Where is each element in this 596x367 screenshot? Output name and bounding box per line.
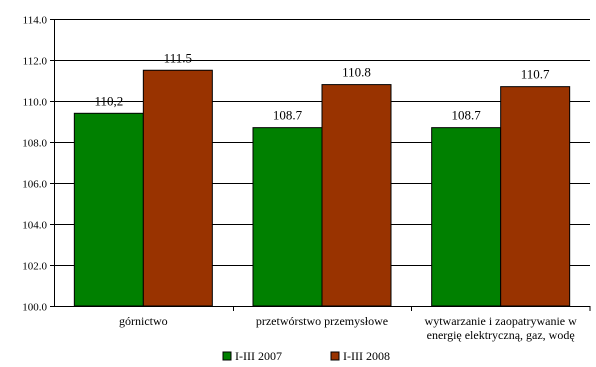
y-tick-label: 100.0 <box>22 302 47 314</box>
y-tick-label: 114.0 <box>23 15 48 27</box>
y-tick-label: 104.0 <box>22 220 47 232</box>
data-label: 108.7 <box>452 108 482 123</box>
legend-swatch <box>222 351 232 361</box>
bars <box>73 69 571 307</box>
bar <box>252 127 323 307</box>
data-label: 110.8 <box>342 65 371 80</box>
category-label: przetwórstwo przemysłowe <box>256 314 388 328</box>
data-labels: 110,2 111.5 108.7 110.8 108.7 110.7 <box>94 50 550 122</box>
category-label: górnictwo <box>119 314 168 328</box>
y-tick-label: 102.0 <box>22 261 47 273</box>
bar <box>73 112 144 307</box>
bar <box>321 84 392 307</box>
data-label: 110,2 <box>94 93 123 108</box>
x-axis: górnictwo przetwórstwo przemysłowe wytwarz… <box>54 306 591 342</box>
y-tick-label: 108.0 <box>22 138 47 150</box>
bar <box>142 69 213 307</box>
bar <box>500 86 571 307</box>
data-label: 108.7 <box>273 108 303 123</box>
category-label: energię elektryczną, gaz, wodę <box>427 328 575 342</box>
category-label: wytwarzanie i zaopatrywanie w <box>425 314 578 328</box>
bar <box>431 127 502 307</box>
legend-swatch <box>330 351 340 361</box>
y-tick-label: 110.0 <box>23 97 48 109</box>
legend-label: I-III 2008 <box>343 349 390 363</box>
data-label: 111.5 <box>164 50 192 65</box>
y-tick-label: 112.0 <box>23 56 48 68</box>
y-axis: 100.0 102.0 104.0 106.0 108.0 110.0 112.0 114.0 <box>22 15 55 314</box>
legend-label: I-III 2007 <box>235 349 282 363</box>
data-label: 110.7 <box>521 67 550 82</box>
y-tick-label: 106.0 <box>22 179 47 191</box>
legend: I-III 2007 I-III 2008 <box>222 349 390 363</box>
